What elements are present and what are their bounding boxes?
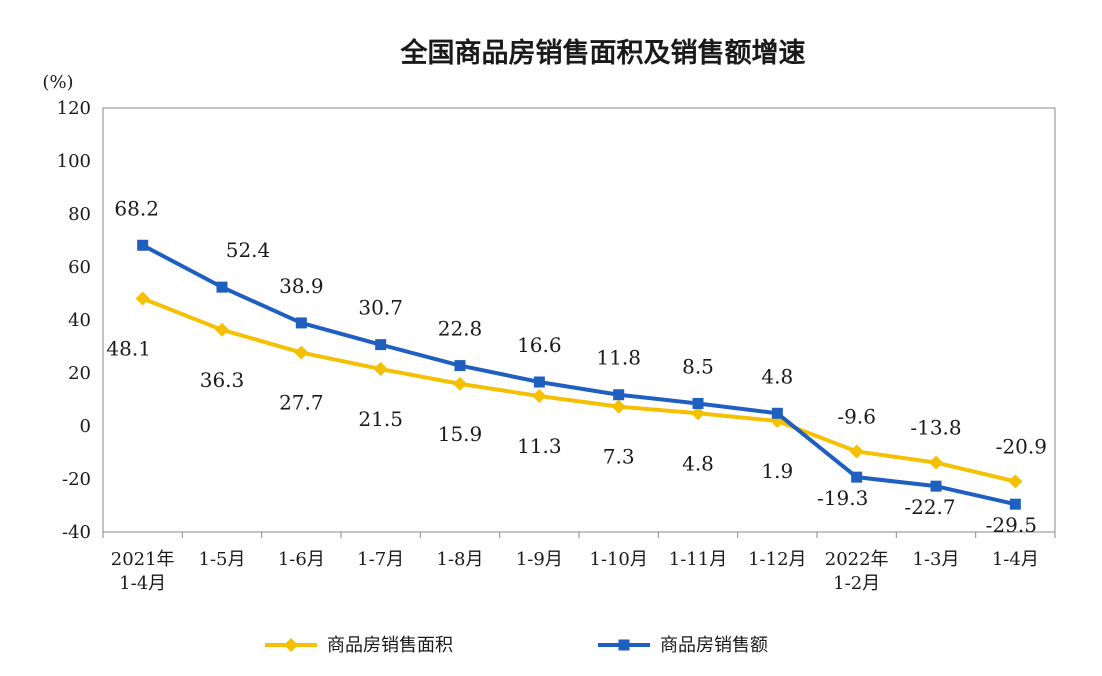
data-label: 48.1 (106, 337, 151, 361)
data-point-marker (375, 339, 387, 351)
x-tick-label: 1-4月 (992, 549, 1039, 570)
x-tick-label: 1-10月 (589, 549, 647, 570)
data-point-marker (533, 376, 545, 388)
data-point-marker (1009, 498, 1021, 510)
data-point-marker (373, 362, 388, 377)
plot-frame (102, 107, 1056, 533)
legend-label: 商品房销售额 (660, 635, 768, 656)
legend: 商品房销售面积 商品房销售额 (265, 635, 768, 656)
y-tick-label: 0 (80, 416, 91, 437)
data-label: 8.5 (682, 354, 714, 378)
data-label: 7.3 (603, 445, 635, 469)
data-point-marker (771, 407, 783, 419)
y-tick-label: 120 (57, 98, 91, 119)
data-label: -20.9 (996, 434, 1047, 458)
x-axis: 2021年 1-4月 1-5月 1-6月 1-7月 1-8月 1-9月 1-10月 1-11月 1… (102, 532, 1056, 594)
x-tick-label: 2022年 (825, 549, 889, 570)
x-tick-label: 1-12月 (748, 549, 806, 570)
data-point-marker (454, 360, 466, 372)
y-tick-label: 40 (68, 310, 91, 331)
data-label: 36.3 (200, 368, 245, 392)
data-point-marker (295, 317, 307, 329)
data-point-marker (613, 389, 625, 401)
data-point-marker (137, 239, 149, 251)
y-axis-unit: (%) (42, 72, 73, 93)
x-tick-label: 2021年 (111, 549, 175, 570)
data-label: 21.5 (358, 407, 403, 431)
y-tick-label: -40 (62, 522, 91, 543)
data-label: 4.8 (682, 451, 714, 475)
data-point-marker (135, 291, 150, 306)
y-tick-label: 60 (68, 257, 91, 278)
legend-label: 商品房销售面积 (327, 635, 453, 656)
x-tick-label: 1-3月 (913, 549, 960, 570)
data-point-marker (215, 322, 229, 337)
data-label: 15.9 (438, 422, 483, 446)
data-point-marker (294, 345, 309, 360)
x-tick-label: 1-6月 (278, 549, 325, 570)
legend-marker (618, 639, 630, 651)
data-label: 68.2 (114, 196, 159, 220)
data-label: -19.3 (817, 486, 868, 510)
legend-marker (284, 638, 298, 652)
data-label: 27.7 (279, 391, 324, 415)
series-line-1 (141, 296, 1016, 484)
data-label: 11.3 (517, 434, 562, 458)
data-point-marker (929, 455, 943, 470)
y-tick-label: 20 (68, 363, 91, 384)
data-label: 22.8 (438, 317, 483, 341)
data-labels: 48.1 36.3 27.7 21.5 15.9 11.3 7.3 4.8 1.9 -9.6 -13… (106, 196, 1047, 537)
data-label: -22.7 (904, 495, 955, 519)
data-label: 1.9 (761, 459, 793, 483)
y-tick-label: -20 (62, 469, 91, 490)
chart-title: 全国商品房销售面积及销售额增速 (400, 37, 806, 69)
data-point-marker (532, 389, 547, 404)
data-point-marker (1008, 474, 1023, 489)
data-label: -29.5 (986, 513, 1037, 537)
x-tick-label: 1-2月 (833, 573, 880, 594)
x-tick-label: 1-8月 (437, 549, 484, 570)
x-tick-label: 1-7月 (357, 549, 404, 570)
data-label: -13.8 (910, 416, 961, 440)
data-point-marker (216, 281, 228, 293)
data-label: 4.8 (761, 364, 793, 388)
y-tick-label: 80 (68, 204, 91, 225)
data-label: 38.9 (279, 274, 324, 298)
data-point-marker (849, 444, 864, 459)
data-label: 30.7 (358, 296, 403, 320)
x-tick-label: 1-11月 (669, 549, 727, 570)
y-axis: 120 100 80 60 40 20 0 -20 -40 (57, 98, 91, 543)
data-label: 52.4 (226, 238, 271, 262)
data-label: -9.6 (837, 404, 876, 428)
data-point-marker (611, 399, 626, 414)
x-tick-label: 1-5月 (199, 549, 246, 570)
data-point-marker (453, 376, 467, 391)
data-label: 16.6 (517, 333, 562, 357)
x-tick-label: 1-4月 (119, 573, 166, 594)
y-tick-label: 100 (57, 151, 91, 172)
data-point-marker (692, 397, 704, 409)
data-point-marker (691, 406, 705, 421)
series-line-2 (141, 243, 1016, 507)
data-label: 11.8 (596, 346, 641, 370)
data-point-marker (851, 471, 863, 483)
x-tick-label: 1-9月 (516, 549, 563, 570)
data-point-marker (930, 480, 942, 492)
series-layer (135, 239, 1023, 510)
